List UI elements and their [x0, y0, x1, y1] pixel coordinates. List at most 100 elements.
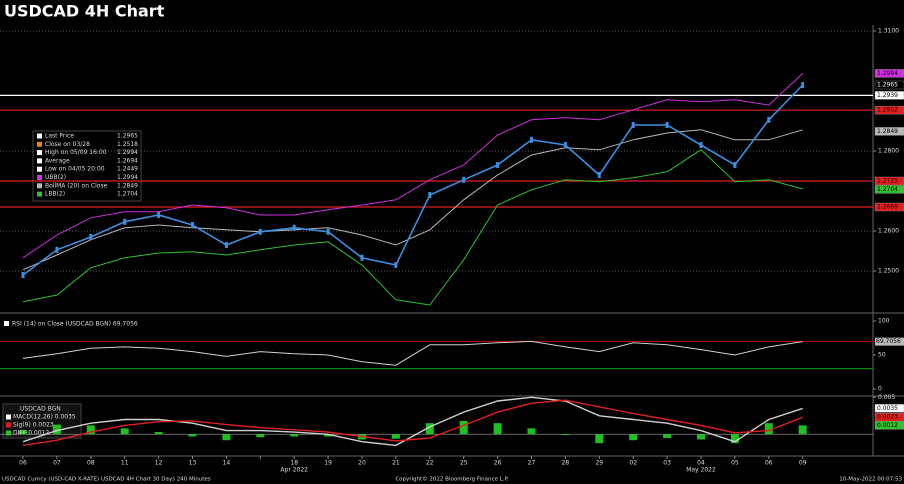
price-marker: [496, 162, 500, 168]
legend-value: 1.2965: [117, 133, 138, 140]
legend-label: LBB(2): [45, 191, 65, 198]
diff-bar: [154, 432, 163, 435]
y-tick-label: 1.2600: [878, 228, 899, 235]
legend-value: 1.2994: [117, 174, 138, 181]
legend-value: 1.2449: [117, 166, 138, 173]
diff-bar: [290, 434, 299, 437]
diff-bar: [730, 434, 739, 444]
x-tick-label: 02: [629, 460, 637, 467]
footer-right: 10-May-2022 00:07:53: [839, 477, 902, 483]
x-tick-label: 06: [765, 460, 773, 467]
price-marker: [224, 242, 228, 248]
series-line: [22, 396, 803, 447]
legend-label: High on 05/09 16:00: [45, 149, 107, 156]
level-label: 1.2965: [877, 82, 898, 89]
x-tick-label: 11: [121, 460, 129, 467]
x-tick-label: 13: [189, 460, 197, 467]
level-label: 0.0035: [877, 405, 898, 412]
y-tick-label: 100: [878, 318, 890, 325]
diff-bar: [324, 434, 333, 437]
price-marker: [530, 136, 533, 143]
level-box: [874, 176, 904, 186]
legend-value: 1.2994: [117, 149, 138, 156]
diff-bar: [222, 434, 231, 441]
legend-value: 1.2849: [117, 182, 138, 189]
price-marker: [767, 116, 771, 123]
level-label: 1.2939: [877, 92, 898, 99]
y-tick-label: 1.2500: [878, 268, 899, 275]
series-line: [22, 340, 803, 366]
price-marker: [563, 142, 567, 148]
legend-swatch: [37, 175, 42, 180]
level-box: [874, 421, 904, 430]
price-marker: [801, 82, 805, 88]
level-box: [874, 127, 904, 136]
series-line: [22, 73, 804, 259]
x-tick-label: 14: [223, 460, 231, 467]
x-tick-label: 22: [426, 460, 434, 467]
diff-bar: [86, 425, 95, 435]
price-marker: [258, 228, 262, 235]
x-tick-label: 20: [358, 460, 366, 467]
series-line: [22, 129, 803, 271]
legend-label: MACD(12,26) 0.0035: [13, 414, 76, 421]
legend-swatch: [37, 191, 42, 197]
diff-bar: [764, 423, 773, 435]
x-tick-label: 05: [731, 460, 739, 467]
level-label: 1.2994: [877, 70, 898, 77]
diff-bar: [629, 434, 638, 441]
diff-bar: [798, 425, 807, 435]
legend-swatch: [37, 183, 42, 189]
chart-title: USDCAD 4H Chart: [4, 2, 165, 21]
level-box: [874, 91, 904, 100]
legend-swatch: [37, 150, 42, 156]
price-marker: [733, 162, 737, 168]
month-label: Apr 2022: [280, 467, 308, 474]
month-label: May 2022: [686, 467, 716, 474]
legend-swatch: [37, 141, 42, 147]
price-marker: [394, 262, 398, 268]
diff-bar: [256, 434, 265, 438]
y-tick-label: 1.2800: [878, 148, 899, 155]
price-marker: [55, 246, 59, 253]
level-box: [874, 80, 904, 90]
legend-box: [32, 130, 142, 202]
level-box: [874, 69, 904, 78]
diff-bar: [561, 434, 570, 436]
x-tick-label: 03: [663, 460, 671, 467]
diff-bar: [19, 430, 27, 435]
x-tick-label: 29: [595, 460, 603, 467]
x-tick-label: 26: [494, 460, 502, 467]
legend-label: USDCAD BGN: [20, 406, 61, 413]
diff-bar: [120, 428, 129, 435]
series-line: [22, 149, 803, 306]
legend-label: BollMA (20) on Close: [45, 182, 108, 189]
diff-bar: [697, 434, 705, 440]
legend-swatch: [37, 166, 42, 172]
y-tick-label: 0: [878, 386, 882, 393]
x-tick-label: 27: [528, 460, 536, 467]
level-box: [874, 105, 904, 115]
price-marker: [360, 254, 364, 261]
level-label: 1.2725: [877, 178, 898, 185]
level-box: [874, 202, 904, 212]
price-marker: [21, 272, 25, 278]
price-marker: [292, 224, 296, 231]
price-marker: [631, 122, 635, 128]
x-tick-label: 25: [460, 460, 468, 467]
last-label: 69.7056: [876, 338, 901, 345]
plot: 1.3100 1.2800 1.2600 1.2500 1.2994 1.2965 1.29…: [0, 28, 904, 474]
legend-swatch: [37, 158, 42, 164]
last-box: [875, 337, 904, 346]
diff-bar: [527, 428, 536, 435]
series-line: [22, 84, 804, 276]
level-box: [874, 404, 904, 413]
legend-label: DIFF 0.0012: [13, 430, 49, 437]
price-marker: [597, 172, 601, 178]
price-marker: [699, 142, 703, 148]
diff-bar: [663, 434, 672, 438]
footer-left: USDCAD Curncy (USD-CAD X-RATE) USDCAD 4H…: [2, 477, 211, 483]
y-tick-label: 0.005: [878, 394, 895, 401]
